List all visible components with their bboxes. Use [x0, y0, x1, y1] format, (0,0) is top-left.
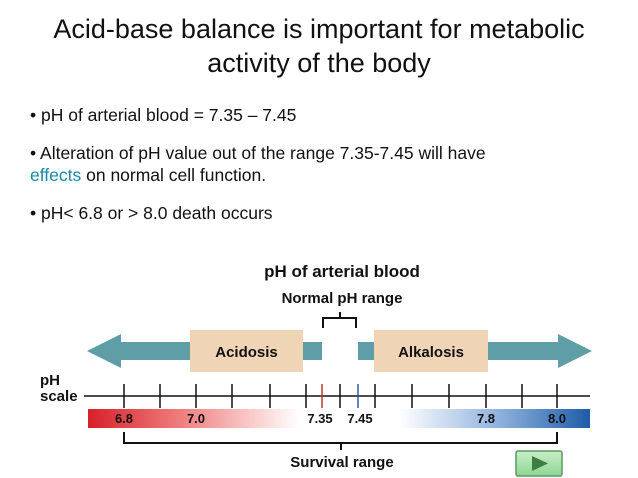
slide-title: Acid-base balance is important for metab… [20, 12, 618, 80]
tick-label-7-35: 7.35 [307, 411, 332, 426]
acidosis-label: Acidosis [215, 344, 278, 361]
title-line-2: activity of the body [207, 48, 431, 78]
normal-range-label: Normal pH range [282, 290, 403, 307]
tick-label-6-8: 6.8 [115, 411, 133, 426]
next-slide-button[interactable] [515, 450, 563, 477]
normal-range-bracket [322, 312, 357, 328]
bullet-alteration-line-1: • Alteration of pH value out of the rang… [30, 143, 486, 163]
scale-ticks [123, 384, 558, 408]
bullet-alteration-line-2: effects on normal cell function. [30, 164, 266, 186]
acidosis-box [190, 330, 303, 372]
bullet-arterial-ph: • pH of arterial blood = 7.35 – 7.45 [30, 105, 297, 125]
bullet-alteration-suffix: on normal cell function. [81, 165, 267, 185]
survival-range-label: Survival range [290, 454, 393, 471]
play-triangle-icon[interactable] [532, 456, 548, 471]
tick-label-7-0: 7.0 [187, 411, 205, 426]
alkalosis-box [374, 330, 488, 372]
survival-range-bracket [123, 432, 558, 450]
tick-label-7-8: 7.8 [477, 411, 495, 426]
bullet-death: • pH< 6.8 or > 8.0 death occurs [30, 203, 273, 223]
effects-link-text: effects [30, 165, 82, 185]
ph-label: pH [40, 372, 60, 389]
tick-label-7-45: 7.45 [347, 411, 372, 426]
figure-title: pH of arterial blood [264, 262, 420, 281]
ph-gradient-bar [88, 409, 590, 428]
tick-label-8-0: 8.0 [548, 411, 566, 426]
alkalosis-label: Alkalosis [398, 344, 464, 361]
title-line-1: Acid-base balance is important for metab… [53, 14, 585, 44]
scale-label: scale [40, 388, 78, 405]
